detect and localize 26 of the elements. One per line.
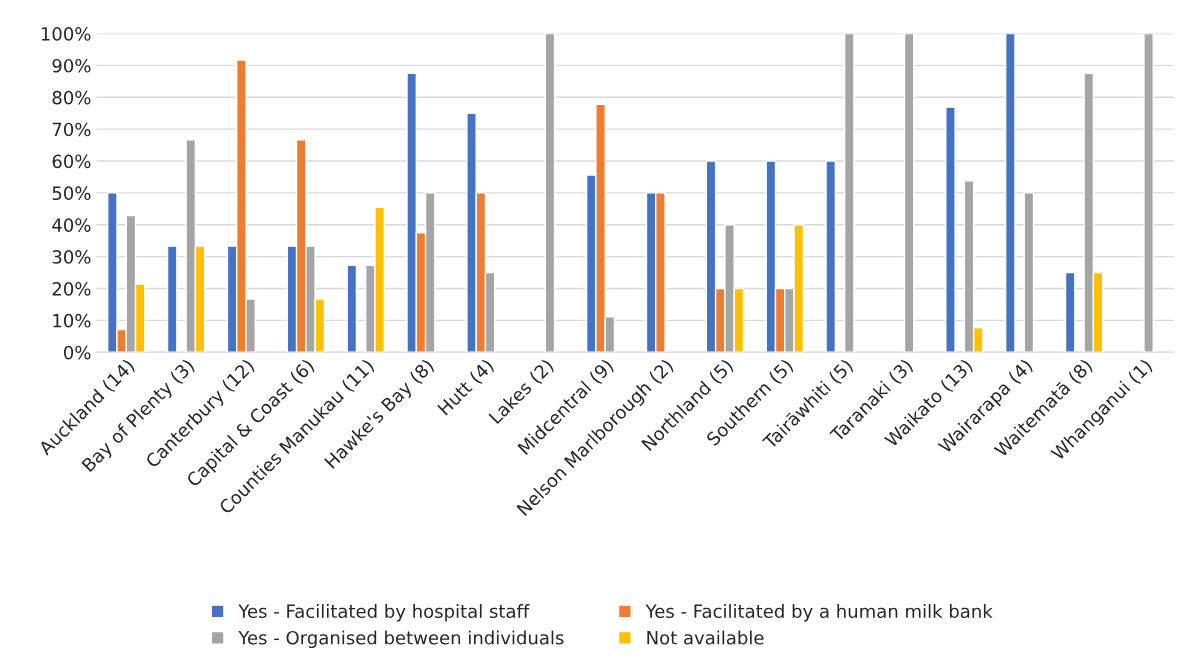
y-tick-label: 30% — [52, 250, 91, 264]
legend-label: Yes - Facilitated by hospital staff — [238, 604, 530, 622]
bar — [945, 106, 956, 353]
bar — [1004, 33, 1016, 353]
y-tick-label: 40% — [52, 218, 91, 232]
bar — [544, 33, 556, 353]
bar — [166, 245, 178, 353]
y-tick-label: 100% — [41, 27, 91, 41]
y-tick-label: 20% — [52, 281, 91, 296]
legend-label: Yes - Organised between individuals — [238, 630, 564, 649]
bar — [346, 264, 358, 353]
y-tick-label: 70% — [52, 122, 91, 137]
y-tick-label: 10% — [53, 313, 91, 328]
legend-label: Not available — [647, 630, 764, 645]
y-tick-label: 0% — [64, 345, 91, 360]
bar — [1064, 271, 1076, 353]
y-tick-label: 90% — [52, 58, 91, 73]
bar — [825, 160, 837, 353]
bar — [903, 33, 915, 353]
bar — [1143, 33, 1154, 353]
y-tick-label: 50% — [52, 186, 91, 201]
bar — [1023, 192, 1035, 353]
y-tick-label: 60% — [52, 154, 91, 169]
legend-label: Yes - Facilitated by a human milk bank — [645, 604, 993, 622]
y-tick-label: 80% — [52, 90, 91, 105]
bar — [843, 33, 855, 353]
